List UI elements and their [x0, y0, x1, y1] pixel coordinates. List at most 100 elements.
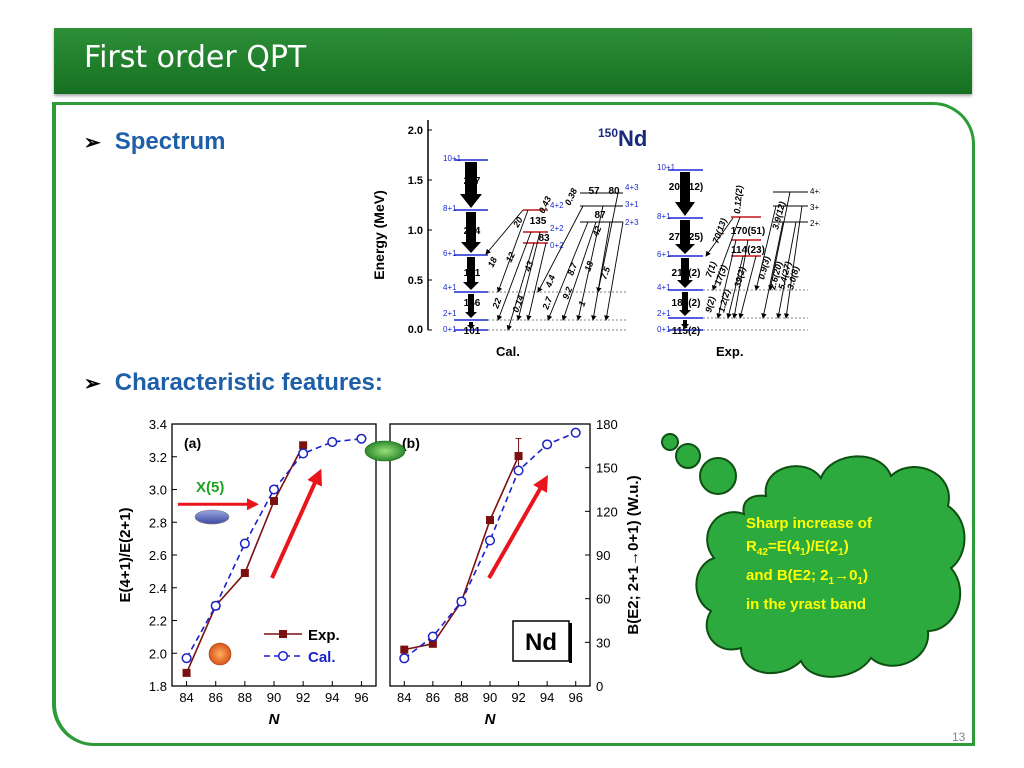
exp-yrast-value: 182(2) — [672, 298, 701, 309]
cal-band3-level: 4+3 — [625, 183, 639, 192]
y-tick-label: 0 — [596, 679, 603, 694]
data-point — [399, 653, 410, 664]
exp-level-label: 6+1 — [657, 250, 671, 259]
cal-level-label: 4+1 — [443, 283, 457, 292]
cal-band3-value: 87 — [594, 210, 606, 221]
cal-interband-label: 12 — [504, 251, 517, 264]
x-tick-label: 84 — [179, 690, 193, 705]
prolate-nucleus-icon — [194, 509, 230, 525]
y-tick-label: 3.2 — [149, 450, 167, 465]
data-point — [570, 427, 581, 438]
y-tick-label: 2.8 — [149, 515, 167, 530]
cal-interband-label: 8.7 — [565, 261, 579, 277]
data-point — [270, 496, 278, 505]
features-charts: 84 86 88 90 92 94 96 1.8 2.0 2.2 2.4 2.6 2.8 3.0 3.2 3.… — [117, 417, 642, 726]
trend-arrow-a — [270, 468, 323, 579]
x-tick-label: 90 — [267, 690, 281, 705]
y-axis-label: B(E2; 2+1→0+1) (W.u.) — [625, 475, 642, 634]
cloud-text: Sharp increase of R42=E(41)/E(21) and B(E2… — [746, 515, 872, 613]
exp-interband-label: 39(2) — [732, 266, 747, 289]
exp-level-label: 4+1 — [657, 283, 671, 292]
cal-band3-value: 80 — [608, 186, 620, 197]
plot-frame — [171, 423, 377, 687]
data-point — [210, 600, 221, 611]
exp-interband-label: 70(13) — [710, 217, 728, 245]
cal-band3-value: 57 — [588, 186, 600, 197]
data-point — [268, 484, 280, 495]
y-axis-label: E(4+1)/E(2+1) — [117, 507, 134, 602]
exp-level-label: 8+1 — [657, 212, 671, 221]
x-tick-label: 92 — [511, 690, 525, 705]
y-tick-label: 90 — [596, 548, 610, 563]
x-tick-label: 96 — [568, 690, 582, 705]
data-point — [356, 433, 367, 444]
y-tick-label: 120 — [596, 504, 618, 519]
bullet-spectrum-label: Spectrum — [114, 128, 226, 155]
exp-yrast-value: 204(12) — [669, 182, 703, 193]
spectrum-ytick: 2.0 — [408, 125, 423, 137]
y-tick-label: 150 — [596, 461, 618, 476]
cal-interband-label: 43 — [522, 260, 535, 274]
legend-label: Cal. — [308, 649, 336, 666]
cal-level-label: 0+1 — [443, 325, 457, 334]
spectrum-diagram: 0.0 0.5 1.0 1.5 2.0 Energy (MeV) 150Nd 0… — [371, 120, 820, 359]
x5-label: X(5) — [196, 479, 224, 496]
x-tick-label: 94 — [325, 690, 339, 705]
exp-band3-level: 3+1 — [810, 203, 820, 212]
data-point — [239, 538, 250, 549]
x-axis-label: N — [269, 711, 281, 726]
y-tick-label: 2.4 — [149, 581, 167, 596]
exp-yrast-value: 115(2) — [672, 326, 700, 337]
y-tick-label: 3.0 — [149, 483, 167, 498]
x-axis-label: N — [485, 711, 497, 726]
y-tick-label: 60 — [596, 592, 610, 607]
cal-interband-label: 4.4 — [543, 274, 557, 290]
cal-interband-label: 42 — [590, 225, 603, 239]
cal-interband-label: 0.38 — [563, 187, 579, 207]
arrow-bullet-icon: ➢ — [84, 132, 101, 154]
cal-band2-value: 135 — [530, 216, 547, 227]
exp-level-label: 10+1 — [657, 163, 676, 172]
x-tick-label: 96 — [354, 690, 368, 705]
cal-level-label: 8+1 — [443, 204, 457, 213]
cal-interband-label: 1 — [576, 300, 587, 308]
x-tick-label: 94 — [540, 690, 554, 705]
x-tick-label: 88 — [238, 690, 252, 705]
cal-band2-level: 4+2 — [550, 201, 564, 210]
cal-interband-label: 18 — [582, 260, 595, 273]
y-tick-label: 30 — [596, 635, 610, 650]
cal-label: Cal. — [496, 344, 520, 359]
data-point — [427, 631, 438, 642]
panel-title: (b) — [402, 435, 420, 451]
y-tick-label: 1.8 — [149, 679, 167, 694]
cal-yrast-value: 224 — [464, 226, 481, 237]
cloud-bubble-medium — [675, 443, 701, 469]
exp-interband-label: 0.12(2) — [732, 185, 744, 214]
arrow-bullet-icon: ➢ — [84, 373, 101, 395]
cal-level-label: 2+1 — [443, 309, 457, 318]
y-tick-label: 2.6 — [149, 548, 167, 563]
exp-band2-value: 170(51) — [731, 226, 765, 237]
x-tick-label: 86 — [208, 690, 222, 705]
x-tick-label: 88 — [454, 690, 468, 705]
legend-marker — [277, 650, 289, 662]
cal-interband-label: 2.7 — [540, 295, 554, 312]
y-tick-label: 2.2 — [149, 614, 167, 629]
exp-yrast-value: 278(25) — [669, 232, 703, 243]
cloud-body — [695, 455, 966, 678]
chart-panel-b: 84 86 88 90 92 94 96 0 30 60 90 120 150 180 N (b) B(E2; … — [364, 417, 642, 726]
data-point — [182, 668, 191, 677]
slide-title: First order QPT — [84, 40, 307, 75]
title-bar: First order QPT — [54, 28, 972, 94]
y-tick-label: 3.4 — [149, 417, 167, 432]
data-point — [327, 436, 338, 448]
exp-yrast-value: 210(2) — [672, 268, 701, 279]
cal-band2-level: 2+2 — [550, 224, 564, 233]
exp-level-label: 2+1 — [657, 309, 671, 318]
nucleus-label: 150Nd — [598, 126, 647, 151]
exp-band2-value: 114(23) — [731, 245, 765, 256]
chart-panel-a: 84 86 88 90 92 94 96 1.8 2.0 2.2 2.4 2.6 2.8 3.0 3.2 3.… — [117, 417, 377, 726]
bullet-features: ➢ Characteristic features: — [84, 369, 383, 397]
nd-label-shadow — [569, 623, 572, 663]
exp-label: Exp. — [716, 344, 743, 359]
